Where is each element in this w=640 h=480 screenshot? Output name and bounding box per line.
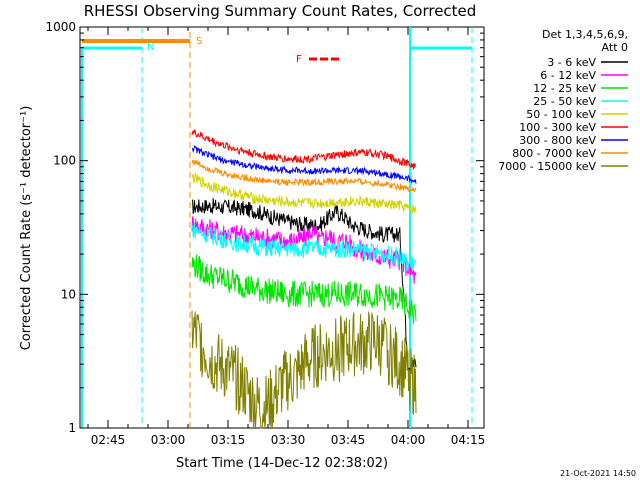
axis-layer: 1 10 100 1000 02:45 03:00 03:15 03:30 03:45 04:00… (45, 20, 485, 447)
saa-label: S (196, 36, 202, 47)
x-axis-title: Start Time (14-Dec-12 02:38:02) (176, 456, 388, 471)
series-line-0 (191, 198, 417, 373)
annotations-layer: N S F (81, 27, 473, 428)
series-line-8 (191, 310, 417, 429)
x-tick-label: 04:15 (451, 433, 486, 447)
series-line-2 (191, 254, 417, 325)
legend-label-6: 300 - 800 keV (519, 134, 596, 147)
legend-label-2: 12 - 25 keV (533, 82, 596, 95)
plot-frame (79, 26, 485, 429)
footer-date: 21-Oct-2021 14:50 (560, 469, 636, 478)
x-tick-label: 03:45 (331, 433, 366, 447)
series-line-3 (191, 221, 417, 272)
x-tick-label: 03:00 (151, 433, 186, 447)
legend-label-4: 50 - 100 keV (526, 108, 596, 121)
series-line-6 (191, 145, 417, 184)
legend-header-line-1: Det 1,3,4,5,6,9, (542, 28, 628, 41)
x-tick-label: 04:00 (391, 433, 426, 447)
x-tick-label: 02:45 (91, 433, 126, 447)
legend-label-8: 7000 - 15000 keV (498, 160, 596, 173)
legend-label-5: 100 - 300 keV (519, 121, 596, 134)
series-line-7 (191, 159, 417, 193)
series-line-4 (191, 172, 417, 214)
legend-label-0: 3 - 6 keV (547, 56, 596, 69)
x-tick-label: 03:15 (211, 433, 246, 447)
night-label: N (147, 42, 154, 53)
y-tick-label: 1 (68, 421, 76, 435)
x-tick-label: 03:30 (271, 433, 306, 447)
y-tick-label: 100 (53, 154, 76, 168)
y-axis-title: Corrected Count Rate (s⁻¹ detector⁻¹) (19, 106, 34, 351)
legend-label-3: 25 - 50 keV (533, 95, 596, 108)
y-tick-label: 10 (61, 287, 76, 301)
legend-label-1: 6 - 12 keV (540, 69, 596, 82)
flare-flag-label: F (296, 54, 302, 65)
series-line-5 (191, 129, 417, 170)
legend-label-7: 800 - 7000 keV (512, 147, 596, 160)
legend-header-line-2: Att 0 (602, 41, 628, 54)
series-layer (191, 129, 417, 429)
chart-title: RHESSI Observing Summary Count Rates, Co… (84, 2, 477, 20)
y-tick-label: 1000 (45, 20, 76, 34)
